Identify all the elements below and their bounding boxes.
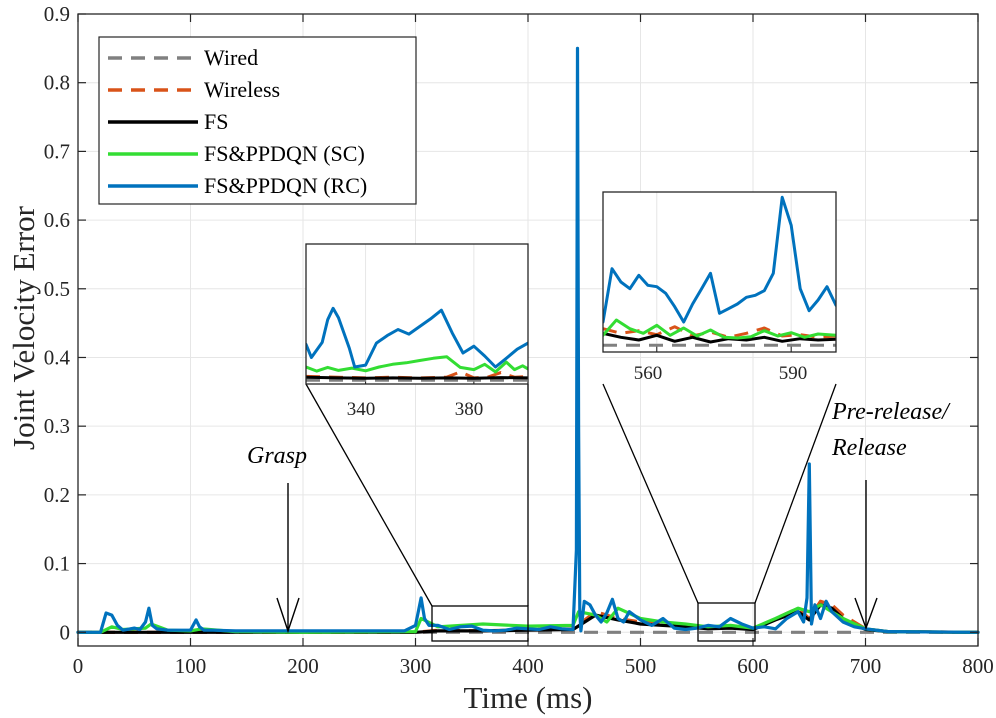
y-tick-label: 0.5 [44,277,70,301]
inset-1-series [306,306,528,382]
x-tick-label: 0 [73,654,84,678]
annotation-release-arrow-head [854,597,878,631]
main-series [76,46,980,634]
legend-label-fs: FS [204,109,228,134]
annotation-release: Pre-release/ Release [831,399,951,631]
inset-2: 560 590 [602,191,837,384]
annotation-grasp-arrow-head [276,597,300,634]
y-tick-label: 0.6 [44,208,70,232]
inset-2-zoom-box [697,602,756,642]
x-tick-label: 800 [962,654,994,678]
inset-1-connector-left [305,383,433,607]
inset-2-series [603,195,836,347]
x-tick-label: 500 [625,654,657,678]
axis-ticks: 0 100 200 300 400 500 600 700 800 0 0.1 0.2 0.3 0.4 0.… [44,2,994,678]
y-tick-label: 0.8 [44,71,70,95]
legend-label-fs-ppdqn-sc: FS&PPDQN (SC) [204,141,365,166]
inset-2-background [603,192,836,352]
y-tick-label: 0.1 [44,552,70,576]
inset-1-tick-label: 380 [455,399,484,420]
legend-entries: Wired Wireless FS FS&PPDQN (SC) FS&PPDQN (RC… [108,45,367,198]
annotation-release-text-line-1: Pre-release/ [831,399,951,425]
inset-1: 340 380 [305,243,529,420]
y-tick-label: 0.4 [44,345,71,369]
inset-1-background [306,244,528,384]
inset-2-zoom-region [602,383,837,642]
inset-2-connector-right [754,383,837,604]
series-fs-ppdqn-rc [76,46,980,634]
y-tick-label: 0.2 [44,483,70,507]
x-tick-label: 300 [400,654,432,678]
x-tick-label: 700 [850,654,882,678]
inset-2-series-fs-ppdqn-sc [603,318,836,340]
legend-label-wired: Wired [204,45,258,70]
inset-1-zoom-region [305,383,529,642]
y-axis-label: Joint Velocity Error [6,205,41,450]
x-axis-label: Time (ms) [464,680,593,715]
y-tick-label: 0.9 [44,2,70,26]
inset-2-frame [602,191,837,353]
legend-label-fs-ppdqn-rc: FS&PPDQN (RC) [204,173,367,198]
y-tick-label: 0 [60,620,71,644]
x-tick-label: 100 [175,654,207,678]
y-tick-label: 0.3 [44,414,70,438]
annotation-grasp: Grasp [247,443,307,634]
x-tick-label: 200 [287,654,319,678]
inset-1-series-fs [306,375,528,380]
x-tick-label: 600 [737,654,769,678]
inset-2-series-fs-ppdqn-rc [603,195,836,324]
inset-1-series-fs-ppdqn-sc [306,355,528,374]
legend-label-wireless: Wireless [204,77,280,102]
inset-1-frame [305,243,529,385]
annotation-release-text-line-2: Release [831,435,907,461]
inset-1-series-fs-ppdqn-rc [306,306,528,369]
inset-2-tick-label: 590 [779,363,808,384]
y-tick-label: 0.7 [44,139,70,163]
inset-2-series-fs [603,331,836,344]
inset-1-zoom-box [431,605,529,642]
inset-1-tick-label: 340 [347,399,376,420]
inset-2-tick-label: 560 [634,363,663,384]
annotation-grasp-text: Grasp [247,443,307,469]
legend: Wired Wireless FS FS&PPDQN (SC) FS&PPDQN (RC… [98,36,417,205]
x-tick-label: 400 [512,654,544,678]
inset-2-connector-left [602,383,699,604]
